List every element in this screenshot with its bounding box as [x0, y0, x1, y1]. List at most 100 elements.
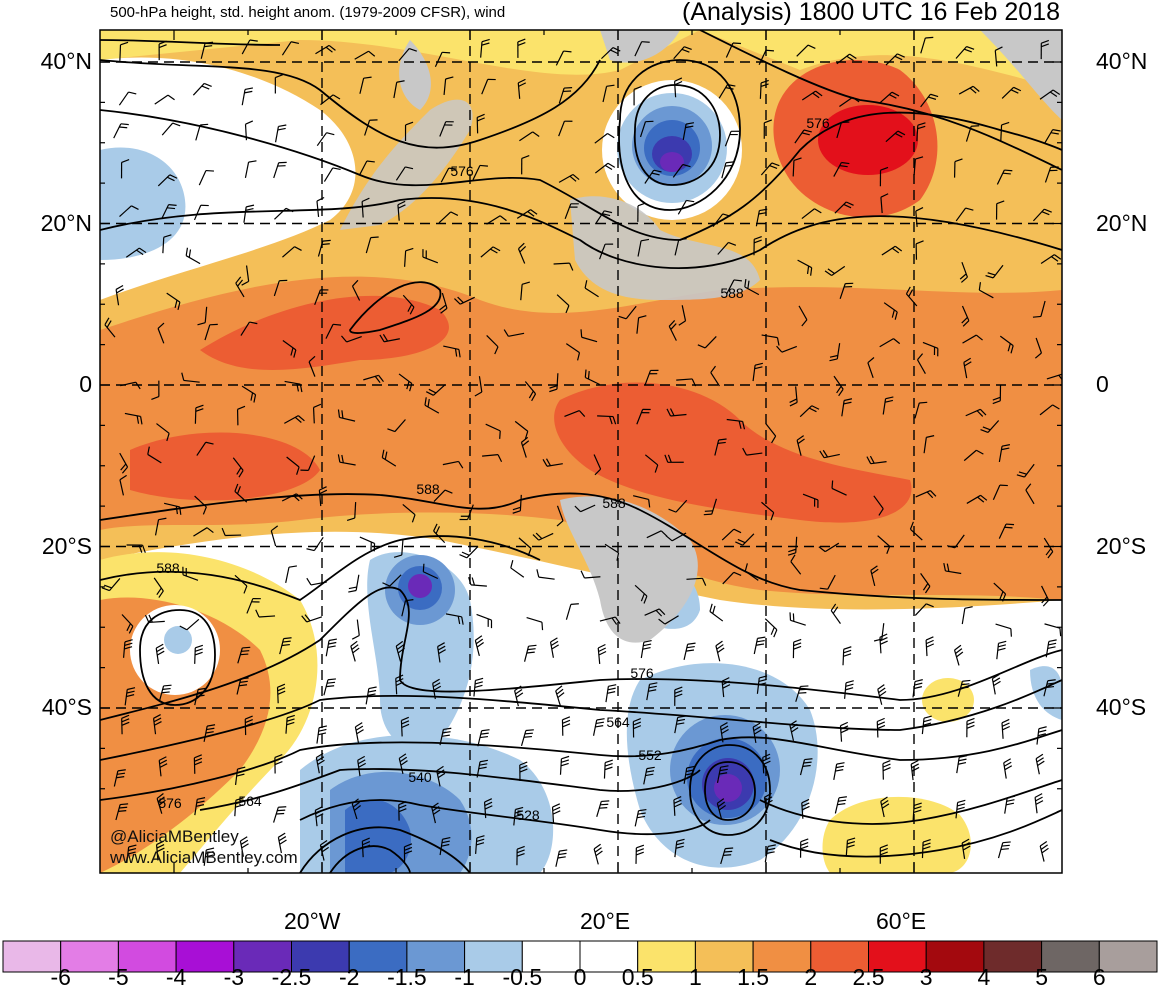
wind-barb: [155, 840, 165, 861]
wind-barb: [787, 536, 798, 556]
wind-barb: [166, 292, 181, 311]
wind-barb: [721, 677, 731, 698]
wind-barb: [565, 603, 579, 620]
wind-barb: [316, 725, 328, 744]
wind-barb: [561, 716, 571, 736]
lat-label-left: 40°N: [40, 48, 92, 74]
wind-barb: [300, 455, 316, 471]
wind-barb: [194, 797, 206, 816]
wind-barb: [752, 362, 764, 382]
wind-barb: [510, 560, 525, 578]
wind-barb: [476, 759, 488, 778]
wind-barb: [719, 722, 729, 743]
wind-barb: [824, 265, 846, 276]
wind-barb: [943, 562, 962, 575]
contour-label: 588: [720, 285, 744, 301]
lon-label: 60°E: [876, 908, 927, 934]
wind-barb: [1039, 840, 1049, 862]
wind-barb: [912, 679, 923, 698]
colorbar-swatch: [694, 940, 754, 973]
wind-barb: [633, 85, 642, 106]
colorbar-swatch: [521, 940, 581, 973]
wind-barb: [486, 215, 507, 225]
wind-barb: [833, 762, 845, 780]
wind-barb: [996, 169, 1013, 185]
anomaly-red-patch-3: [554, 382, 912, 523]
wind-barb: [877, 535, 891, 554]
colorbar-swatch: [983, 940, 1043, 973]
contour-line: [329, 845, 411, 873]
wind-barb: [151, 380, 160, 400]
wind-barb: [179, 618, 200, 631]
contour-low-sw: [139, 609, 216, 706]
wind-barb: [523, 644, 537, 662]
wind-barb: [818, 542, 840, 553]
colorbar-swatch: [1041, 940, 1100, 973]
wind-barb: [246, 597, 261, 614]
wind-barb: [221, 527, 242, 537]
wind-barb: [274, 753, 283, 774]
wind-barb: [120, 159, 130, 179]
map-title-right: (Analysis) 1800 UTC 16 Feb 2018: [682, 0, 1060, 26]
wind-barb: [197, 306, 208, 326]
wind-barb: [668, 499, 688, 513]
credit-twitter: @AliciaMBentley: [110, 827, 239, 846]
wind-barb: [644, 608, 666, 617]
wind-barb: [398, 801, 407, 821]
wind-barb: [200, 41, 214, 59]
wind-barb: [126, 544, 146, 553]
wind-barb: [796, 435, 805, 456]
wind-barb: [115, 803, 129, 821]
wind-barb: [284, 380, 303, 393]
wind-barb: [314, 806, 324, 827]
wind-barb: [395, 166, 414, 181]
wind-barb: [720, 847, 734, 865]
wind-barb: [124, 412, 143, 425]
wind-barb: [404, 121, 414, 141]
colorbar-swatch: [464, 940, 523, 973]
wind-barb: [760, 162, 780, 176]
wind-barb: [312, 403, 322, 424]
wind-barb: [958, 85, 980, 95]
wind-barb: [514, 685, 524, 707]
contour-line: [100, 197, 1062, 269]
wind-barb: [276, 683, 286, 704]
wind-barb: [286, 456, 300, 475]
contour-line-564: [100, 679, 1062, 761]
wind-barb: [998, 523, 1015, 539]
wind-barb: [285, 714, 295, 734]
wind-barb: [796, 44, 816, 57]
wind-barb: [635, 844, 645, 864]
wind-barb: [308, 355, 316, 377]
wind-barb: [682, 122, 695, 140]
wind-barb: [916, 353, 926, 374]
wind-barb: [877, 684, 887, 705]
wind-barb: [801, 208, 822, 220]
wind-barb: [244, 160, 257, 178]
wind-barb: [839, 282, 854, 299]
wind-barb: [520, 729, 534, 747]
wind-barb: [204, 323, 218, 341]
wind-barb: [920, 572, 931, 594]
wind-barb: [279, 637, 292, 655]
wind-barb: [836, 53, 857, 65]
wind-barb: [320, 94, 341, 106]
wind-barb: [789, 386, 798, 407]
wind-barb: [819, 449, 840, 459]
wind-barb: [120, 381, 141, 390]
wind-barb: [879, 166, 889, 187]
wind-barb: [1036, 726, 1047, 745]
wind-barb: [434, 51, 451, 68]
lat-label-right: 40°S: [1096, 694, 1147, 720]
colorbar-swatch: [1098, 940, 1158, 973]
wind-barb: [555, 849, 568, 867]
colorbar-swatch: [348, 940, 408, 973]
wind-barb: [325, 323, 342, 339]
contour-line: [100, 535, 541, 602]
wind-barb: [397, 200, 406, 221]
wind-barb: [282, 246, 302, 258]
wind-barb: [555, 50, 572, 66]
wind-barb: [1040, 254, 1062, 265]
wind-barb: [665, 532, 687, 542]
wind-barb: [549, 373, 559, 393]
